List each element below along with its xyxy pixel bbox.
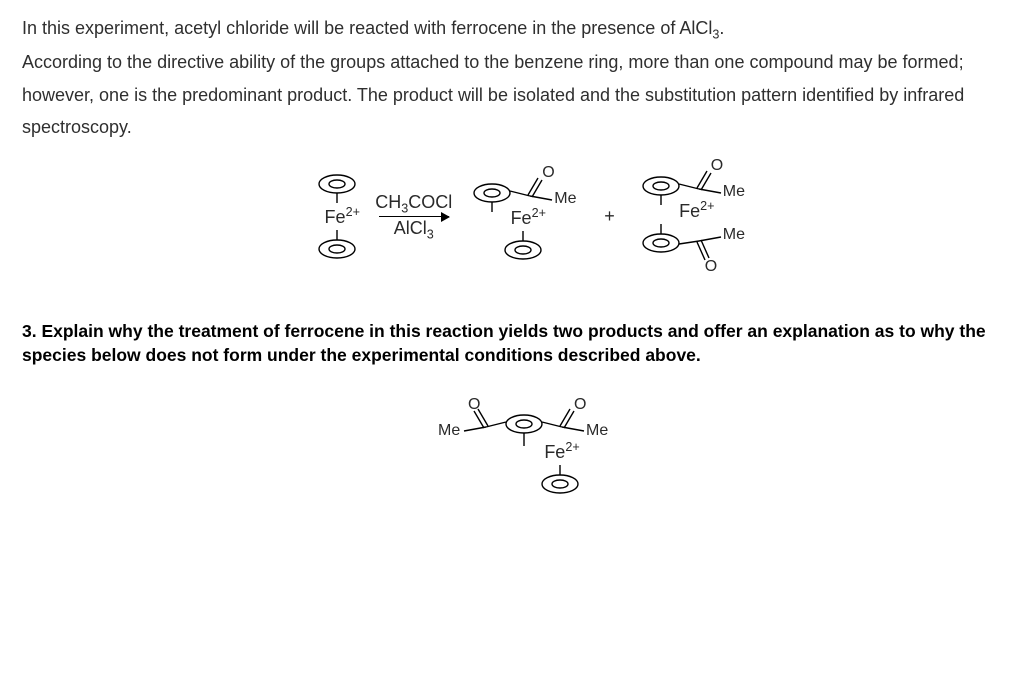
me-label-2: Me [723,183,745,201]
o-label-3: O [705,258,717,276]
me-label-3: Me [723,226,745,244]
mol-homoannular: O Me O Me Fe2+ [442,390,622,499]
cp-bottom-acyl-icon: Me O [639,224,749,272]
o-label: O [542,164,554,182]
fe-text: Fe [325,207,346,227]
fe-charge: 2+ [346,205,360,219]
o-label-5: O [468,396,480,414]
fe-label: Fe2+ [319,205,360,228]
reagent-ch: CH [375,192,401,212]
mol-ferrocene: Fe2+ [315,169,363,264]
o-label-2: O [711,157,723,175]
second-structure: O Me O Me Fe2+ [22,390,1002,499]
mol-monoacetyl: O Me Fe2+ [470,168,580,265]
reaction-arrow: CH3COCl AlCl3 [375,192,452,242]
me-label-5: Me [438,422,460,440]
arrow-line-icon [379,216,449,217]
intro-line1a: In this experiment, acetyl chloride will… [22,18,712,38]
o-label-4: O [574,396,586,414]
cp-top-icon [315,169,363,203]
cp-bottom-icon-2 [501,231,549,265]
cp-top-acyl2-icon: O Me [639,161,749,205]
plus-sign: + [604,206,615,227]
cp-top-diacyl-icon: O Me O Me [442,390,622,446]
question-text: 3. Explain why the treatment of ferrocen… [22,320,1002,367]
intro-line2: According to the directive ability of th… [22,52,964,137]
intro-line1b: . [719,18,724,38]
me-label-4: Me [586,422,608,440]
mol-diacetyl: O Me Fe2+ Me O [639,161,749,272]
reagent-bottom: AlCl3 [394,218,434,242]
reaction-scheme: Fe2+ CH3COCl AlCl3 [22,161,1002,272]
reagent-cocl: COCl [408,192,452,212]
me-label: Me [554,190,576,208]
intro-paragraph: In this experiment, acetyl chloride will… [22,12,1002,143]
cp-top-acyl-icon: O Me [470,168,580,212]
cp-bottom-icon [315,230,363,264]
reagent-alcl: AlCl [394,218,427,238]
cp-bottom-icon-3 [478,465,586,499]
